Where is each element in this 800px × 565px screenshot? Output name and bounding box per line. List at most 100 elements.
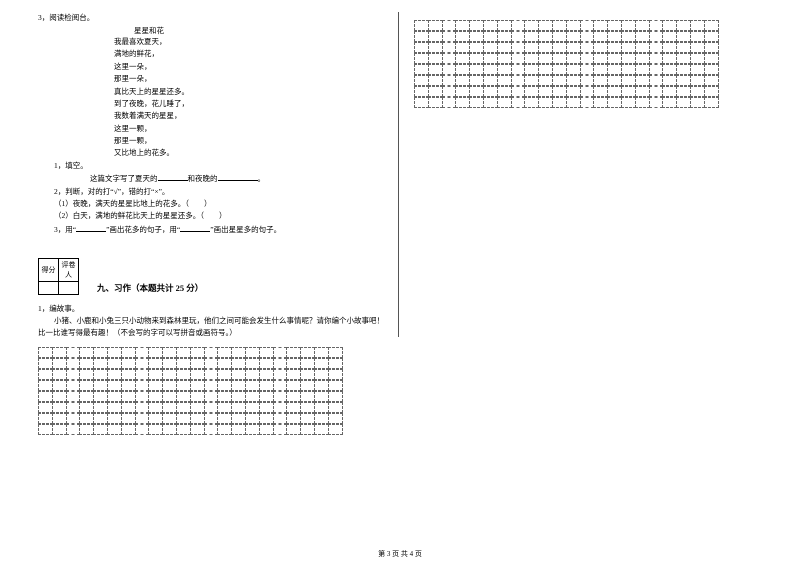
grid-cell — [414, 53, 429, 64]
grid-cell — [497, 53, 512, 64]
grid-cell — [483, 31, 498, 42]
grid-cell — [217, 369, 232, 380]
grid-cell — [662, 97, 677, 108]
grid-cell — [566, 97, 581, 108]
grid-cell — [635, 86, 650, 97]
grid-cell — [286, 413, 301, 424]
grid-cell — [497, 86, 512, 97]
grid-cell — [107, 369, 122, 380]
grid-cell — [414, 75, 429, 86]
grid-cell — [79, 413, 94, 424]
grid-cell — [649, 97, 664, 108]
grid-cell — [497, 97, 512, 108]
grid-cell — [704, 64, 719, 75]
grid-cell — [607, 97, 622, 108]
poem-line: 我最喜欢夏天， — [114, 36, 386, 48]
grid-cell — [107, 413, 122, 424]
grid-cell — [38, 347, 53, 358]
blank — [76, 223, 106, 232]
grid-cell — [259, 380, 274, 391]
writing-grid-right — [414, 20, 762, 108]
sub-3-b: ”画出花多的句子，用“ — [106, 225, 180, 234]
grid-cell — [676, 86, 691, 97]
grid-cell — [93, 369, 108, 380]
grid-cell — [245, 391, 260, 402]
score-table: 得分 评卷人 — [38, 258, 79, 295]
grid-cell — [524, 64, 539, 75]
grid-cell — [162, 424, 177, 435]
grid-cell — [566, 75, 581, 86]
poem-line: 那里一朵， — [114, 73, 386, 85]
grid-cell — [204, 369, 219, 380]
grid-cell — [497, 20, 512, 31]
grid-cell — [635, 20, 650, 31]
grid-cell — [552, 53, 567, 64]
grid-cell — [328, 391, 343, 402]
grid-cell — [162, 402, 177, 413]
sub-1-text: 这篇文字写了夏天的和夜晚的。 — [90, 172, 386, 185]
grid-row — [38, 391, 386, 402]
grid-cell — [428, 97, 443, 108]
grid-cell — [176, 391, 191, 402]
grid-row — [38, 413, 386, 424]
sub-3-c: ”画出星星多的句子。 — [210, 225, 281, 234]
grid-cell — [66, 424, 81, 435]
grid-cell — [442, 31, 457, 42]
grid-row — [414, 31, 762, 42]
grid-cell — [676, 31, 691, 42]
grid-cell — [204, 391, 219, 402]
grid-cell — [286, 369, 301, 380]
grid-cell — [635, 53, 650, 64]
grid-cell — [38, 369, 53, 380]
question-3-title: 3，阅读检阅台。 — [38, 12, 386, 23]
grid-cell — [635, 64, 650, 75]
grid-cell — [204, 413, 219, 424]
grid-cell — [162, 391, 177, 402]
grid-cell — [328, 413, 343, 424]
grid-cell — [455, 64, 470, 75]
sub-3-a: 3，用“ — [54, 225, 76, 234]
grid-cell — [442, 64, 457, 75]
grid-cell — [286, 347, 301, 358]
grid-cell — [259, 358, 274, 369]
grid-cell — [148, 391, 163, 402]
grid-cell — [314, 347, 329, 358]
grid-cell — [190, 347, 205, 358]
grid-cell — [524, 42, 539, 53]
grid-cell — [524, 31, 539, 42]
grid-cell — [511, 75, 526, 86]
grid-cell — [690, 20, 705, 31]
grid-cell — [107, 380, 122, 391]
grid-cell — [469, 97, 484, 108]
grid-cell — [607, 31, 622, 42]
grid-cell — [414, 31, 429, 42]
grid-cell — [621, 97, 636, 108]
grid-cell — [38, 424, 53, 435]
grid-cell — [273, 391, 288, 402]
grid-cell — [621, 64, 636, 75]
grid-cell — [79, 347, 94, 358]
grid-cell — [662, 20, 677, 31]
grid-cell — [245, 424, 260, 435]
grid-cell — [162, 380, 177, 391]
sub-1: 1，填空。 这篇文字写了夏天的和夜晚的。 2，判断，对的打“√”，错的打“×”。… — [54, 160, 386, 236]
grid-cell — [455, 20, 470, 31]
grid-cell — [300, 347, 315, 358]
grid-cell — [483, 86, 498, 97]
grid-cell — [259, 369, 274, 380]
grid-cell — [93, 391, 108, 402]
grid-cell — [428, 64, 443, 75]
grid-cell — [135, 380, 150, 391]
grid-cell — [328, 358, 343, 369]
grid-row — [38, 369, 386, 380]
grid-cell — [524, 97, 539, 108]
grid-cell — [455, 42, 470, 53]
grid-cell — [135, 424, 150, 435]
grid-cell — [231, 369, 246, 380]
grid-cell — [497, 64, 512, 75]
sub-2-2: （2）白天，满地的鲜花比天上的星星还多。（ ） — [54, 210, 386, 222]
grid-row — [38, 402, 386, 413]
grid-cell — [428, 53, 443, 64]
grid-cell — [552, 75, 567, 86]
poem-line: 这里一颗， — [114, 123, 386, 135]
